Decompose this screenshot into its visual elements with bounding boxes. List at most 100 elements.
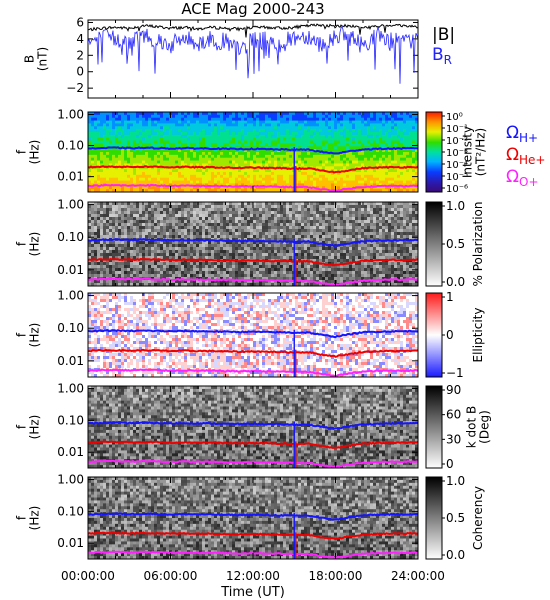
- spectrogram-cell: [196, 140, 200, 144]
- spectrogram-cell: [250, 235, 254, 239]
- spectrogram-cell: [391, 177, 395, 181]
- spectrogram-cell: [256, 140, 260, 144]
- spectrogram-cell: [184, 268, 188, 272]
- spectrogram-cell: [316, 146, 320, 150]
- spectrogram-cell: [268, 137, 272, 141]
- spectrogram-cell: [346, 174, 350, 179]
- spectrogram-cell: [172, 157, 176, 161]
- spectrogram-cell: [103, 117, 107, 121]
- spectrogram-cell: [271, 262, 275, 266]
- spectrogram-cell: [187, 149, 191, 153]
- spectrogram-cell: [88, 186, 92, 190]
- spectrogram-cell: [166, 232, 170, 236]
- spectrogram-cell: [94, 169, 98, 173]
- spectrogram-cell: [190, 186, 194, 190]
- spectrogram-cell: [271, 256, 275, 260]
- spectrogram-cell: [250, 169, 254, 173]
- spectrogram-cell: [247, 137, 251, 141]
- spectrogram-cell: [199, 247, 203, 251]
- spectrogram-cell: [280, 134, 284, 139]
- spectrogram-cell: [283, 154, 287, 159]
- spectrogram-cell: [352, 143, 356, 147]
- spectrogram-cell: [184, 134, 188, 139]
- spectrogram-cell: [343, 183, 347, 187]
- spectrogram-cell: [268, 114, 272, 119]
- spectrogram-cell: [127, 126, 131, 130]
- spectrogram-cell: [235, 186, 239, 190]
- spectrogram-cell: [112, 205, 116, 209]
- spectrogram-cell: [262, 265, 266, 269]
- spectrogram-cell: [211, 268, 215, 272]
- spectrogram-cell: [97, 247, 101, 251]
- spectrogram-cell: [157, 177, 161, 181]
- spectrogram-cell: [310, 143, 314, 147]
- spectrogram-cell: [130, 229, 134, 233]
- spectrogram-cell: [283, 120, 287, 124]
- spectrogram-cell: [106, 274, 110, 278]
- spectrogram-cell: [160, 186, 164, 190]
- spectrogram-cell: [403, 137, 407, 141]
- spectrogram-cell: [406, 189, 410, 192]
- spectrogram-cell: [412, 123, 416, 127]
- spectrogram-cell: [124, 226, 128, 230]
- spectrogram-cell: [88, 226, 92, 230]
- spectrogram-cell: [283, 189, 287, 192]
- spectrogram-cell: [190, 244, 194, 248]
- spectrogram-cell: [259, 211, 263, 215]
- spectrogram-cell: [169, 274, 173, 278]
- spectrogram-cell: [115, 217, 119, 221]
- spectrogram-cell: [337, 174, 341, 179]
- spectrogram-cell: [244, 154, 248, 159]
- spectrogram-cell: [136, 129, 140, 133]
- spectrogram-cell: [103, 259, 107, 263]
- spectrogram-cell: [328, 117, 332, 121]
- spectrogram-cell: [184, 157, 188, 161]
- spectrogram-cell: [133, 217, 137, 221]
- spectrogram-cell: [412, 163, 416, 167]
- spectrogram-cell: [229, 137, 233, 141]
- spectrogram-cell: [172, 117, 176, 121]
- spectrogram-cell: [169, 265, 173, 269]
- spectrogram-cell: [247, 253, 251, 257]
- spectrogram-cell: [115, 123, 119, 127]
- spectrogram-cell: [265, 205, 269, 209]
- spectrogram-cell: [130, 235, 134, 239]
- spectrogram-cell: [226, 211, 230, 215]
- spectrogram-cell: [268, 244, 272, 248]
- spectrogram-cell: [178, 256, 182, 260]
- spectrogram-cell: [382, 169, 386, 173]
- spectrogram-cell: [178, 253, 182, 257]
- spectrogram-cell: [88, 232, 92, 236]
- spectrogram-cell: [94, 211, 98, 215]
- spectrogram-cell: [184, 112, 188, 116]
- spectrogram-cell: [235, 174, 239, 179]
- spectrogram-cell: [97, 123, 101, 127]
- spectrogram-cell: [412, 152, 416, 156]
- spectrogram-cell: [112, 259, 116, 263]
- spectrogram-cell: [118, 172, 122, 176]
- spectrogram-cell: [205, 226, 209, 230]
- spectrogram-cell: [286, 163, 290, 167]
- spectrogram-cell: [166, 177, 170, 181]
- spectrogram-cell: [244, 189, 248, 192]
- spectrogram-cell: [220, 114, 224, 119]
- spectrogram-cell: [253, 283, 257, 286]
- spectrogram-cell: [130, 247, 134, 251]
- spectrogram-cell: [316, 166, 320, 170]
- spectrogram-cell: [313, 146, 317, 150]
- spectrogram-cell: [94, 149, 98, 153]
- spectrogram-cell: [208, 143, 212, 147]
- spectrogram-cell: [385, 143, 389, 147]
- spectrogram-cell: [88, 202, 92, 206]
- spectrogram-cell: [316, 120, 320, 124]
- spectrogram-cell: [238, 283, 242, 286]
- spectrogram-cell: [166, 268, 170, 272]
- spectrogram-cell: [121, 211, 125, 215]
- spectrogram-cell: [130, 226, 134, 230]
- spectrogram-cell: [361, 149, 365, 153]
- spectrogram-cell: [145, 137, 149, 141]
- spectrogram-cell: [379, 154, 383, 159]
- spectrogram-cell: [325, 160, 329, 164]
- spectrogram-cell: [226, 152, 230, 156]
- spectrogram-cell: [187, 172, 191, 176]
